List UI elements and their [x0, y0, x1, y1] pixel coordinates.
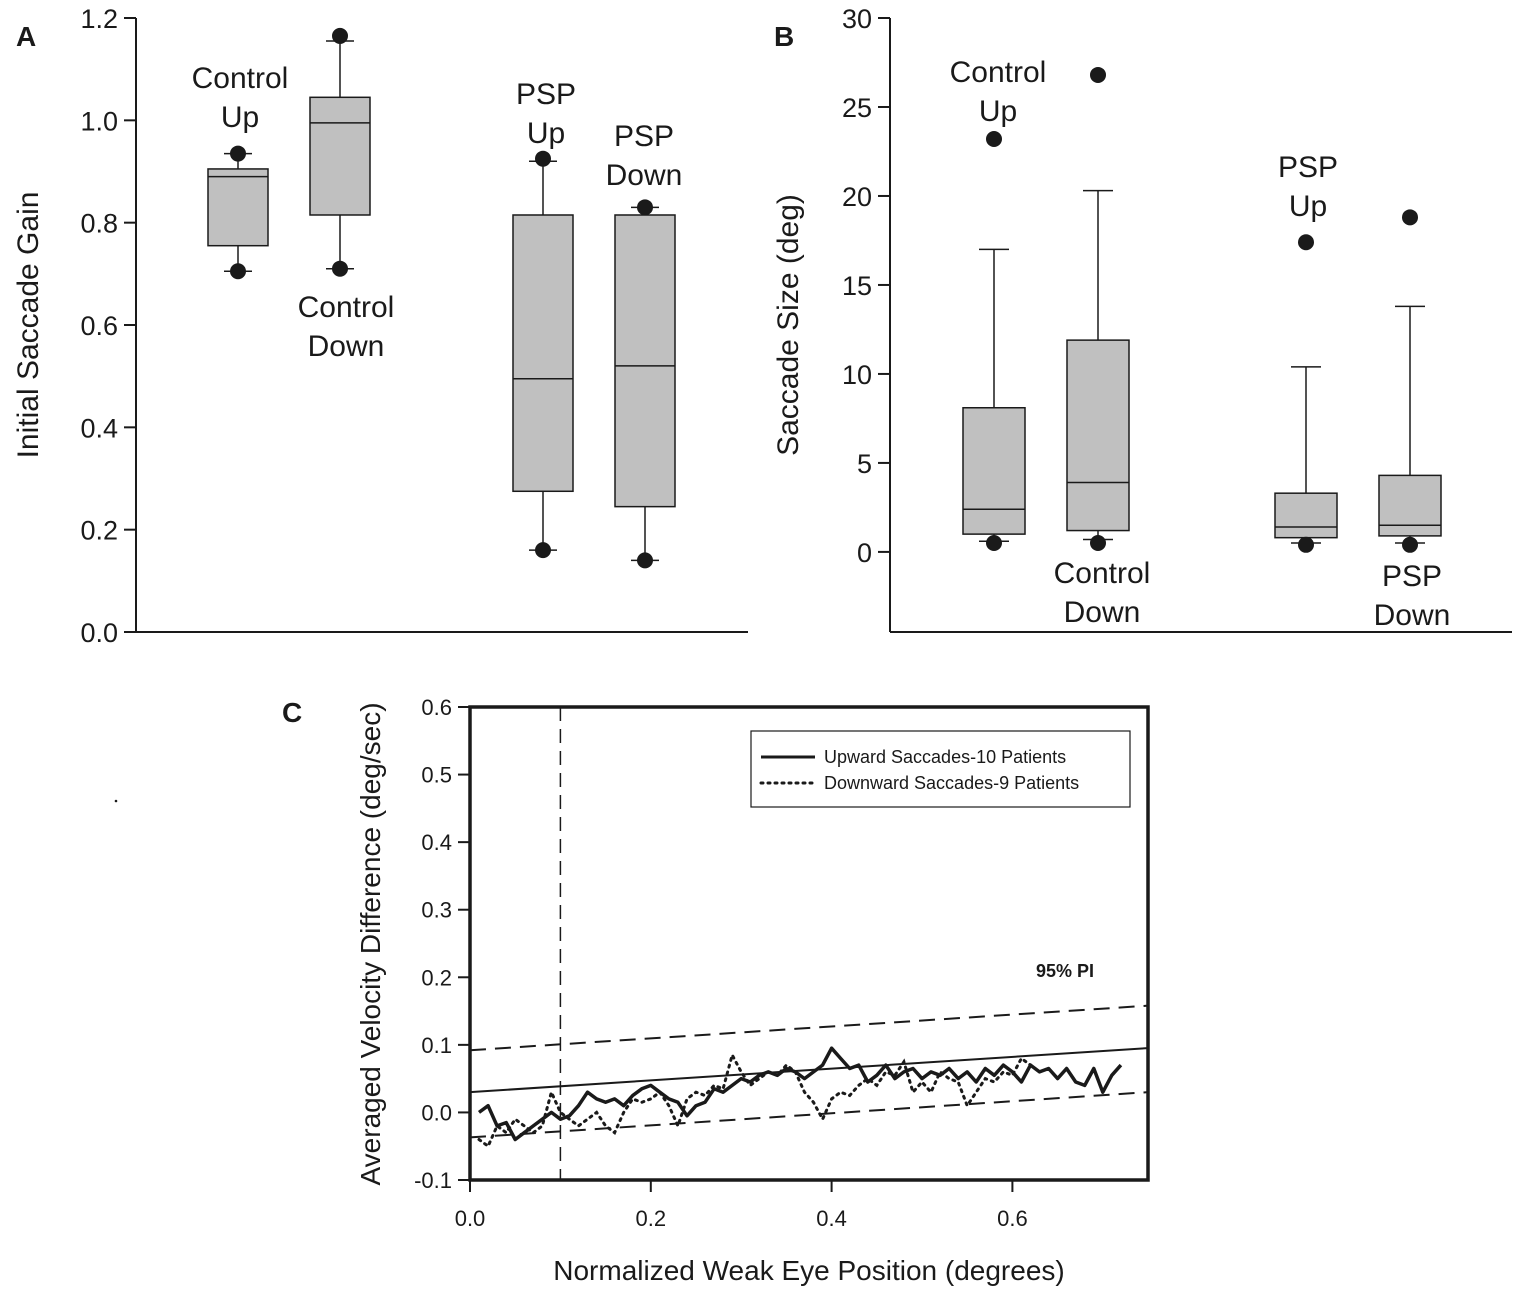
panel-c-x-label: Normalized Weak Eye Position (degrees) — [553, 1255, 1064, 1286]
c-x-tick-label: 0.0 — [455, 1206, 486, 1231]
panel-c-plot-frame — [468, 705, 1150, 1182]
b-group-2-outlier — [1298, 234, 1314, 251]
panel-b-y-label: Saccade Size (deg) — [772, 194, 805, 456]
a-y-tick-label: 1.2 — [80, 4, 118, 34]
a-group-2-label-line: PSP — [516, 78, 576, 111]
b-y-tick-label: 15 — [842, 271, 872, 301]
b-group-3-label-line: Down — [1374, 599, 1451, 632]
a-group-0-label-line: Control — [192, 62, 289, 95]
b-group-3-outlier — [1402, 209, 1418, 226]
b-group-0-outlier — [986, 131, 1002, 148]
pi-lower-line — [469, 1091, 1149, 1139]
b-y-tick-label: 5 — [857, 449, 872, 479]
b-group-0-box — [962, 407, 1026, 535]
a-group-3-outlier — [637, 199, 653, 216]
legend-label-upward: Upward Saccades-10 Patients — [824, 747, 1066, 767]
b-group-2-box — [1274, 492, 1338, 539]
legend-label-downward: Downward Saccades-9 Patients — [824, 773, 1079, 793]
b-group-1-label-line: Down — [1064, 596, 1141, 629]
a-group-0-box — [207, 168, 269, 247]
a-y-tick-label: 0.4 — [80, 413, 118, 443]
c-y-tick-label: 0.6 — [421, 695, 452, 720]
a-group-3-box — [614, 214, 676, 508]
b-y-tick-label: 10 — [842, 360, 872, 390]
b-group-0-label-line: Up — [979, 95, 1017, 128]
panel-b-letter: B — [774, 21, 794, 52]
upward-saccades-series — [477, 1046, 1123, 1142]
b-group-3-outlier — [1402, 536, 1418, 553]
panel-a-letter: A — [16, 21, 36, 52]
c-y-tick-label: 0.4 — [421, 830, 452, 855]
c-y-tick-label: 0.3 — [421, 898, 452, 923]
legend-box — [750, 730, 1131, 808]
a-group-3-label-line: PSP — [614, 120, 674, 153]
a-group-1-outlier — [332, 260, 348, 277]
b-group-2-label-line: PSP — [1278, 151, 1338, 184]
a-y-tick-label: 0.8 — [80, 209, 118, 239]
a-y-tick-label: 1.0 — [80, 106, 118, 136]
b-group-1-outlier — [1090, 535, 1106, 552]
panel-c: C Averaged Velocity Difference (deg/sec)… — [114, 695, 1150, 1286]
pi-upper-line — [469, 1004, 1149, 1052]
a-group-2-outlier — [535, 150, 551, 167]
c-x-tick-label: 0.2 — [636, 1206, 667, 1231]
a-group-2-label-line: Up — [527, 117, 565, 150]
c-y-tick-label: -0.1 — [414, 1168, 452, 1193]
panel-c-letter: C — [282, 697, 302, 728]
b-group-2-label-line: Up — [1289, 190, 1327, 223]
a-group-0-outlier — [230, 145, 246, 162]
c-y-tick-label: 0.2 — [421, 965, 452, 990]
c-y-tick-label: 0.5 — [421, 763, 452, 788]
a-group-3-label-line: Down — [606, 159, 683, 192]
b-group-0-outlier — [986, 535, 1002, 552]
a-group-3-outlier — [637, 552, 653, 569]
c-x-tick-label: 0.6 — [997, 1206, 1028, 1231]
panel-b: B Saccade Size (deg) 0 5 10 15 20 25 30 Contro… — [772, 4, 1512, 633]
a-y-tick-label: 0.2 — [80, 516, 118, 546]
panel-a-y-label: Initial Saccade Gain — [12, 192, 45, 459]
panel-a: A Initial Saccade Gain 0.0 0.2 0.4 0.6 0.8 1.… — [12, 4, 748, 648]
b-group-2-outlier — [1298, 536, 1314, 553]
legend: Upward Saccades-10 Patients Downward Sac… — [750, 730, 1131, 808]
a-group-1-box — [309, 96, 371, 216]
b-group-3-label-line: PSP — [1382, 560, 1442, 593]
b-group-1-outlier — [1090, 66, 1106, 83]
pi-annotation: 95% PI — [1036, 961, 1094, 981]
a-group-0-label-line: Up — [221, 101, 259, 134]
a-group-0-outlier — [230, 263, 246, 280]
a-y-tick-label: 0.6 — [80, 311, 118, 341]
b-y-tick-label: 20 — [842, 182, 872, 212]
a-group-1-outlier — [332, 27, 348, 44]
b-y-tick-label: 0 — [857, 538, 872, 568]
b-y-tick-label: 25 — [842, 93, 872, 123]
regression-fit-line — [469, 1047, 1149, 1094]
c-x-tick-label: 0.4 — [816, 1206, 847, 1231]
b-group-0-label-line: Control — [950, 56, 1047, 89]
a-group-1-label-line: Control — [298, 291, 395, 324]
b-group-1-label-line: Control — [1054, 557, 1151, 590]
a-group-2-box — [512, 214, 574, 493]
stray-dot — [114, 799, 118, 803]
panel-c-y-label: Averaged Velocity Difference (deg/sec) — [355, 702, 386, 1185]
b-group-3-box — [1378, 474, 1442, 537]
a-group-1-label-line: Down — [308, 330, 385, 363]
a-group-2-outlier — [535, 542, 551, 559]
b-y-tick-label: 30 — [842, 4, 872, 34]
c-y-tick-label: 0.0 — [421, 1100, 452, 1125]
a-y-tick-label: 0.0 — [80, 618, 118, 648]
c-y-tick-label: 0.1 — [421, 1033, 452, 1058]
b-group-1-box — [1066, 339, 1130, 532]
